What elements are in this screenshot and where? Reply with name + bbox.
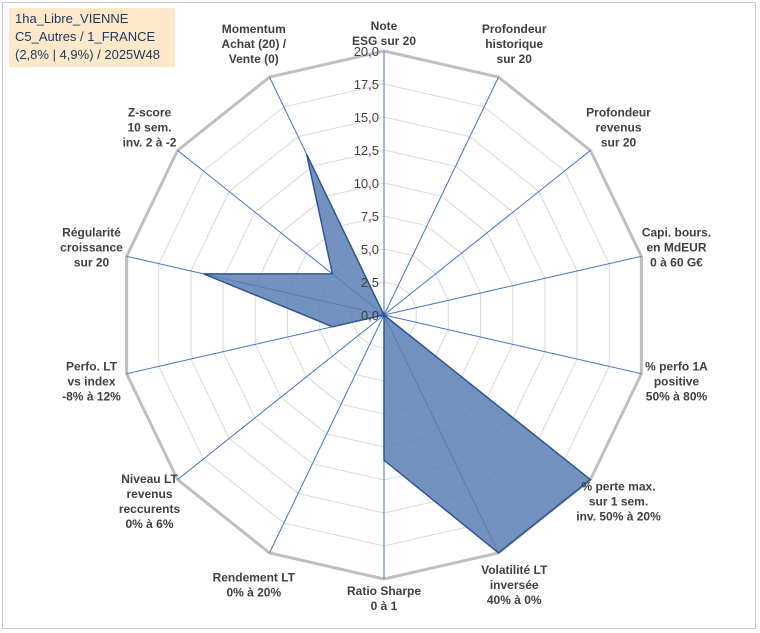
radar-series <box>203 154 592 554</box>
category-label-8: Rendement LT 0% à 20% <box>213 570 296 599</box>
info-box: 1ha_Libre_VIENNE C5_Autres / 1_FRANCE (2… <box>9 8 175 67</box>
spoke-4 <box>383 314 642 375</box>
spoke-2 <box>383 150 591 316</box>
category-label-5: % perte max. sur 1 sem. inv. 50% à 20% <box>576 480 661 524</box>
category-label-0: Note ESG sur 20 <box>352 19 416 48</box>
tick-label: 7,5 <box>361 209 379 224</box>
info-line-3: (2,8% | 4,9%) / 2025W48 <box>15 47 161 62</box>
spoke-1 <box>383 76 499 316</box>
tick-label: 15,0 <box>354 110 379 125</box>
spoke-3 <box>383 255 642 316</box>
category-label-9: Niveau LT revenus reccurents 0% à 6% <box>119 472 181 531</box>
category-label-2: Profondeur revenus sur 20 <box>586 106 651 150</box>
radial-tick-labels: 0,0 2,5 5,0 7,5 10,0 12,5 15,0 17,5 20,0 <box>354 44 379 323</box>
category-labels: Note ESG sur 20 Profondeur historique sur 20… <box>60 19 711 613</box>
tick-label: 20,0 <box>354 44 379 59</box>
category-label-12: Z-score 10 sem. inv. 2 à -2 <box>123 106 177 150</box>
category-label-3: Capi. bours. en MdEUR 0 à 60 G€ <box>642 226 711 270</box>
series-area <box>203 154 592 554</box>
tick-label: 0,0 <box>361 308 379 323</box>
tick-label: 12,5 <box>354 143 379 158</box>
category-label-13: Momentum Achat (20) / Vente (0) <box>221 22 286 66</box>
tick-label: 5,0 <box>361 242 379 257</box>
category-label-11: Régularité croissance sur 20 <box>60 226 123 270</box>
tick-label: 17,5 <box>354 77 379 92</box>
category-label-4: % perfo 1A positive 50% à 80% <box>645 359 708 403</box>
tick-label: 10,0 <box>354 176 379 191</box>
category-label-6: Volatilité LT inversée 40% à 0% <box>481 563 548 607</box>
category-label-10: Perfo. LT vs index -8% à 12% <box>62 359 121 403</box>
spoke-9 <box>177 314 385 480</box>
tick-label: 2,5 <box>361 275 379 290</box>
category-label-1: Profondeur historique sur 20 <box>482 22 547 66</box>
info-line-2: C5_Autres / 1_FRANCE <box>15 29 156 44</box>
category-label-7: Ratio Sharpe 0 à 1 <box>347 584 421 613</box>
spoke-8 <box>269 314 385 554</box>
info-line-1: 1ha_Libre_VIENNE <box>15 11 129 26</box>
